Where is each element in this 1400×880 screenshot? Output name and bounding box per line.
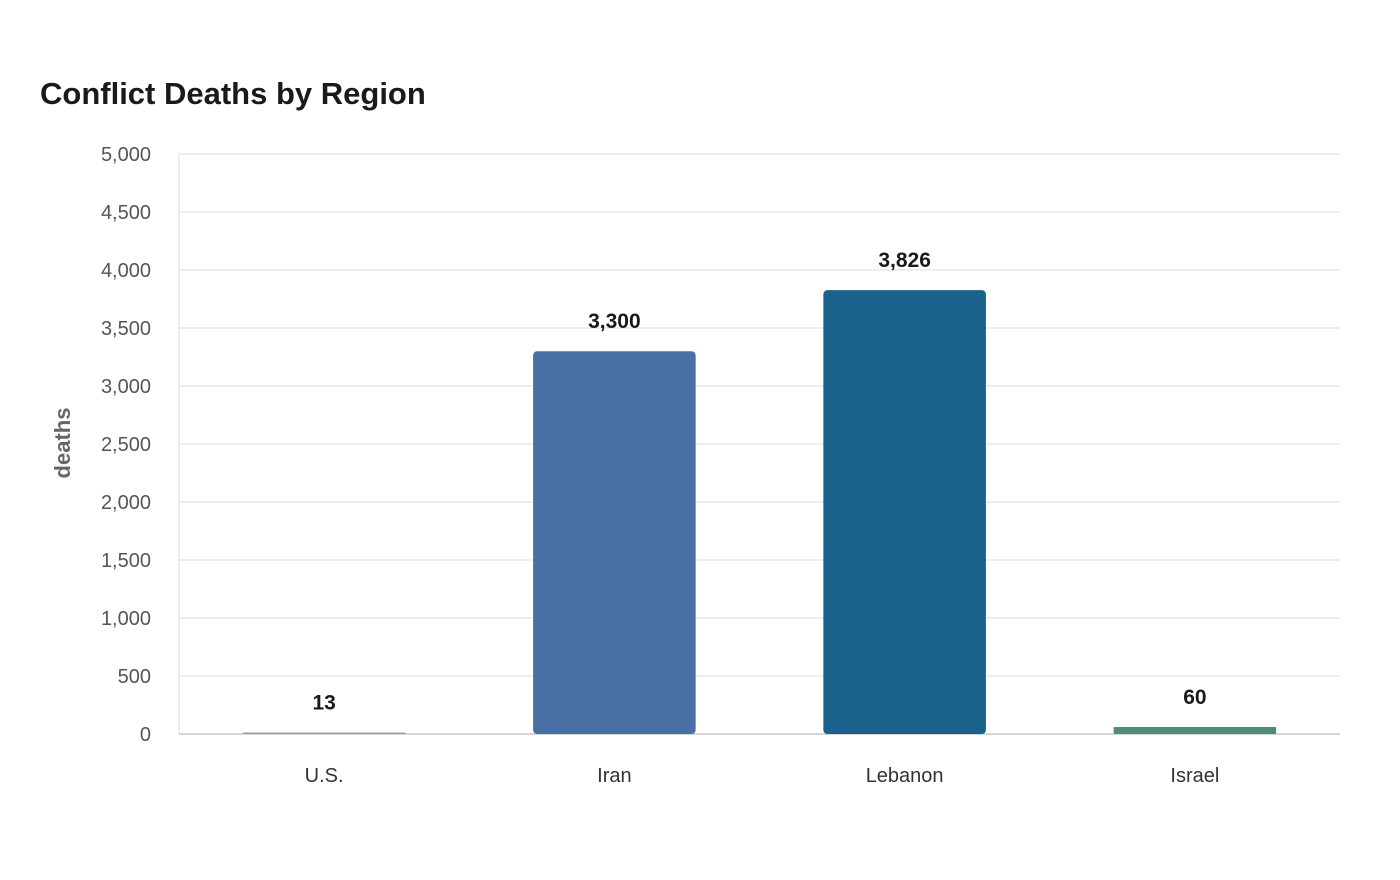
y-tick-label: 4,500	[101, 202, 151, 224]
y-tick-label: 4,000	[101, 260, 151, 282]
data-label: 60	[1183, 686, 1206, 709]
gridlines	[179, 153, 1340, 677]
x-category-label: Israel	[1170, 765, 1219, 787]
y-tick-label: 3,500	[101, 318, 151, 340]
y-tick-label: 1,500	[101, 550, 151, 572]
bar-israel	[1113, 727, 1277, 734]
bar-u-s	[242, 732, 406, 734]
y-tick-label: 2,000	[101, 492, 151, 514]
labels: 0 500 1,000 1,500 2,000 2,500 3,000 3,500 4,000 4…	[101, 144, 1219, 787]
chart-title: Conflict Deaths by Region	[40, 76, 426, 111]
bar-lebanon	[823, 290, 986, 734]
bars	[242, 290, 1277, 734]
data-label: 13	[312, 691, 335, 714]
y-tick-label: 1,000	[101, 608, 151, 630]
data-label: 3,300	[588, 310, 641, 333]
y-tick-label: 3,000	[101, 376, 151, 398]
x-category-label: Iran	[597, 765, 631, 787]
x-category-label: Lebanon	[866, 765, 944, 787]
data-label: 3,826	[878, 249, 931, 272]
y-tick-label: 500	[118, 666, 151, 688]
y-tick-label: 2,500	[101, 434, 151, 456]
bar-iran	[533, 351, 696, 734]
y-axis-title: deaths	[50, 408, 75, 479]
y-tick-label: 5,000	[101, 144, 151, 166]
x-category-label: U.S.	[305, 765, 344, 787]
y-tick-label: 0	[140, 724, 151, 746]
